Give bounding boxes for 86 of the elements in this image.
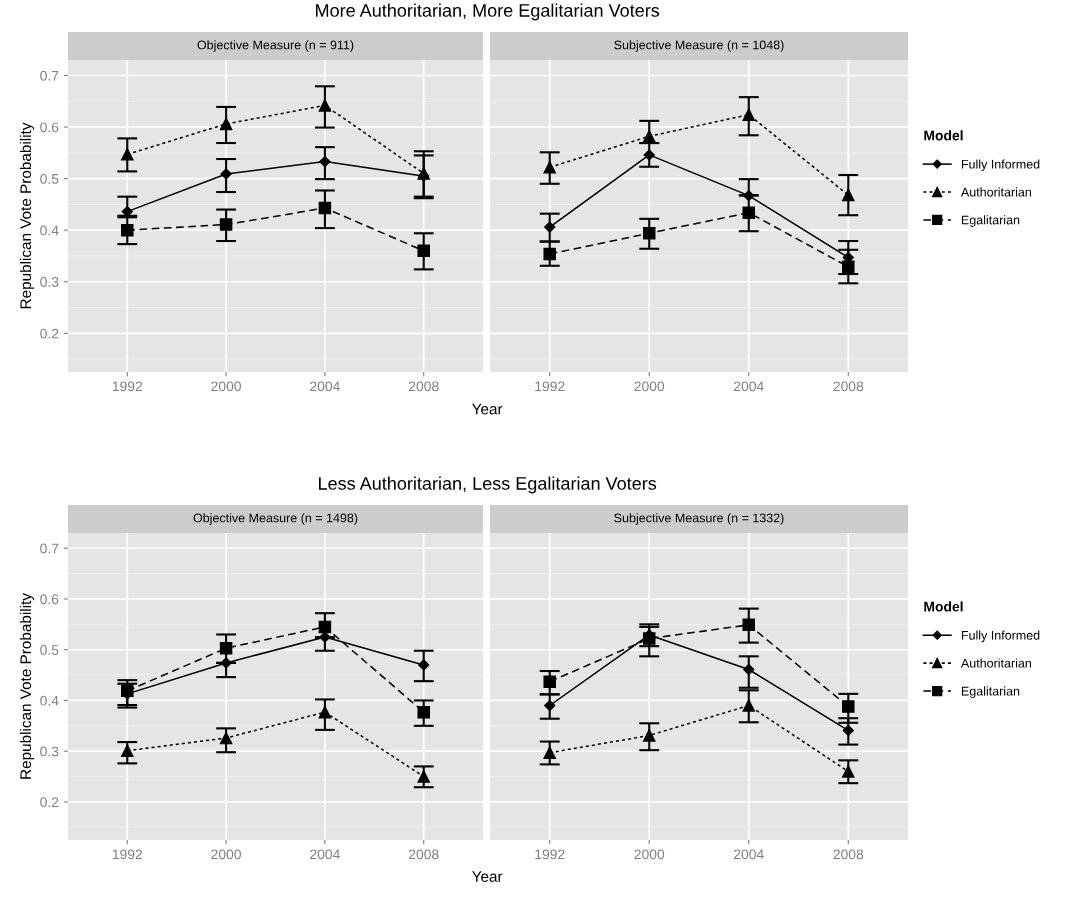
point: [417, 770, 430, 783]
point: [219, 218, 233, 231]
point: [742, 699, 756, 712]
point: [642, 729, 656, 742]
x-tick-label: 2004: [310, 381, 340, 392]
y-tick-label: 0.4: [40, 225, 59, 236]
x-tick-label: 2000: [211, 381, 241, 392]
point: [642, 130, 656, 143]
legend-title: Model: [924, 601, 963, 612]
point: [742, 108, 756, 121]
point: [543, 161, 556, 174]
chart-title: Less Authoritarian, Less Egalitarian Voters: [319, 476, 657, 494]
x-tick-label: 2004: [734, 381, 764, 392]
point: [842, 700, 855, 713]
x-tick-label: 2004: [734, 849, 764, 860]
y-tick-label: 0.2: [40, 797, 59, 808]
point: [543, 247, 556, 261]
chart-subtitle: Subjective Measure (n = 1048): [614, 40, 784, 52]
point: [743, 190, 755, 202]
point: [543, 675, 556, 688]
point: [544, 221, 556, 233]
chart-subtitle: Subjective Measure (n = 1332): [614, 513, 784, 525]
chart-title: More Authoritarian, More Egalitarian Voters: [316, 3, 660, 21]
x-tick-label: 2000: [211, 849, 241, 860]
point: [544, 699, 556, 712]
point: [743, 663, 755, 676]
x-tick-label: 2004: [310, 849, 340, 860]
x-tick-label: 2008: [408, 381, 439, 392]
y-tick-label: 0.2: [40, 328, 59, 339]
legend-title: Model: [924, 130, 963, 141]
y-tick-label: 0.7: [40, 543, 59, 554]
y-tick-label: 0.7: [40, 70, 59, 81]
point: [319, 155, 331, 168]
point: [219, 117, 233, 131]
point: [742, 206, 756, 219]
point: [742, 618, 756, 632]
legend-label: Authoritarian: [960, 187, 1031, 197]
legend-label: Fully Informed: [961, 630, 1040, 643]
x-axis-title: Year: [472, 871, 503, 882]
point: [842, 188, 855, 202]
x-tick-label: 2008: [408, 849, 439, 860]
chart-subtitle: Objective Measure (n = 1498): [193, 513, 358, 525]
point: [543, 746, 556, 759]
point: [643, 149, 655, 161]
y-tick-label: 0.5: [40, 173, 59, 184]
point: [219, 641, 233, 655]
point: [318, 99, 332, 112]
x-tick-label: 2008: [833, 381, 864, 392]
point: [417, 244, 430, 258]
point: [642, 632, 656, 645]
y-tick-label: 0.3: [40, 277, 59, 287]
point: [318, 705, 332, 719]
point: [842, 724, 854, 736]
x-tick-label: 1992: [535, 849, 565, 860]
x-tick-label: 1992: [535, 381, 565, 392]
point: [418, 659, 430, 671]
x-axis-title: Year: [472, 403, 503, 415]
point: [121, 223, 134, 237]
legend-label: Fully Informed: [961, 159, 1040, 172]
point: [318, 201, 332, 215]
y-tick-label: 0.4: [40, 695, 59, 706]
x-tick-label: 2000: [634, 381, 665, 392]
point: [220, 168, 232, 180]
point: [318, 620, 332, 634]
point: [121, 744, 134, 757]
point: [219, 731, 233, 745]
point: [842, 765, 855, 778]
y-tick-label: 0.3: [40, 746, 59, 757]
y-tick-label: 0.6: [40, 122, 59, 133]
x-tick-label: 2000: [634, 849, 665, 860]
legend-label: Egalitarian: [961, 686, 1020, 698]
legend-label: Authoritarian: [960, 658, 1031, 668]
legend-label: Egalitarian: [961, 215, 1020, 227]
x-tick-label: 1992: [112, 381, 143, 392]
x-tick-label: 2008: [833, 849, 864, 860]
chart-subtitle: Objective Measure (n = 911): [197, 40, 354, 52]
y-axis-title: Republican Vote Probability: [19, 593, 35, 779]
point: [642, 227, 656, 240]
point: [121, 148, 134, 161]
point: [842, 260, 855, 274]
x-tick-label: 1992: [112, 849, 143, 860]
y-tick-label: 0.6: [40, 594, 59, 605]
point: [417, 705, 430, 719]
y-axis-title: Republican Vote Probability: [19, 122, 35, 309]
point: [220, 657, 232, 669]
y-tick-label: 0.5: [40, 645, 59, 655]
